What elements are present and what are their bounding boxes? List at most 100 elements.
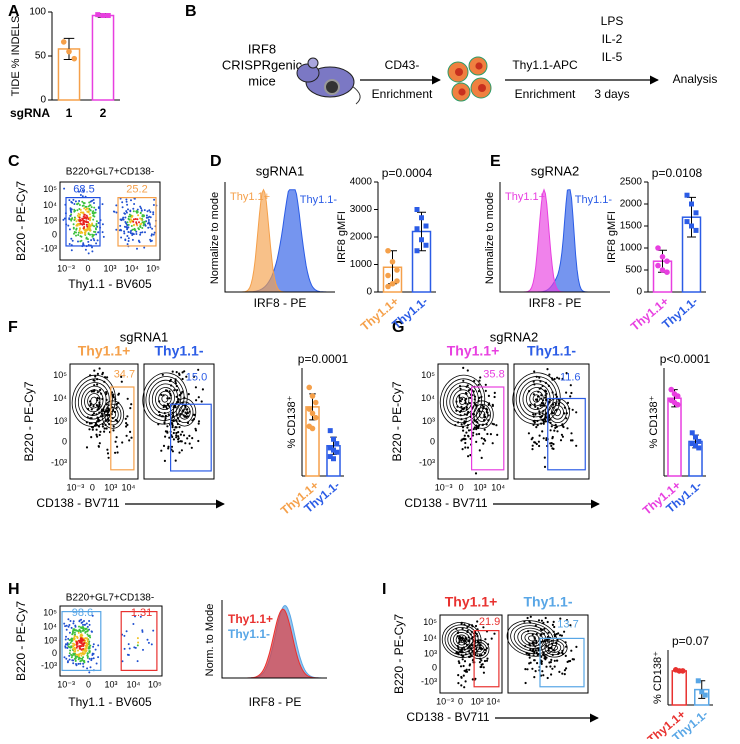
event-dots — [527, 368, 578, 468]
contour — [439, 374, 486, 427]
gate — [110, 386, 135, 471]
event-dots — [75, 637, 86, 651]
y-axis-label: % CD138⁺ — [652, 651, 664, 704]
contour — [178, 404, 191, 420]
data-point — [331, 447, 336, 453]
x-axis-label: sgRNA — [10, 106, 50, 120]
y-axis-label: B220 - PE-Cy7 — [14, 181, 28, 261]
x-tick-label: 10³ — [103, 263, 116, 273]
contour — [515, 376, 558, 421]
data-point — [664, 269, 670, 276]
panel-label: C — [8, 153, 20, 170]
contour — [458, 396, 467, 405]
contour — [181, 408, 188, 417]
data-point — [309, 393, 316, 399]
data-point — [309, 425, 316, 432]
contour — [77, 382, 110, 420]
y-axis-label: Norm. to Mode — [204, 604, 216, 677]
panel-label: A — [8, 3, 20, 20]
panel-title: sgRNA2 — [531, 163, 579, 178]
contour — [525, 387, 548, 410]
y-axis-label: Normalize to mode — [484, 192, 496, 284]
y-axis-label: IRF8 gMFI — [606, 211, 618, 263]
contour — [104, 403, 122, 426]
group-label: Thy1.1- — [523, 594, 572, 610]
data-point — [306, 384, 313, 391]
contour — [529, 390, 544, 407]
contour — [109, 410, 116, 419]
data-point — [655, 245, 661, 251]
contour — [455, 634, 468, 646]
contour — [142, 372, 188, 425]
contour — [449, 385, 476, 416]
y-tick-label: 10⁴ — [53, 393, 67, 403]
y-tick-label: 10⁴ — [43, 621, 57, 631]
gate — [117, 197, 157, 247]
event-dots — [78, 213, 140, 230]
group-label: Thy1.1+ — [447, 343, 500, 359]
gate-value: 1.31 — [131, 607, 152, 619]
mouse-marker — [324, 79, 340, 95]
event-dots — [67, 625, 139, 664]
x-tick-label: 10⁻³ — [436, 696, 454, 706]
mouse-label: IRF8 — [248, 41, 276, 56]
step-label: Thy1.1-APC — [512, 58, 578, 72]
p-value: p<0.0001 — [660, 352, 711, 366]
data-point — [95, 12, 101, 18]
y-tick-label: 2000 — [350, 232, 373, 243]
x-tick-label: 10⁵ — [146, 263, 160, 273]
contour — [81, 385, 107, 416]
step-label: Enrichment — [372, 87, 433, 101]
y-tick-label: 0 — [52, 229, 57, 239]
contour — [476, 646, 482, 653]
x-tick-label: 10⁻³ — [57, 263, 75, 273]
culture-label: IL-5 — [602, 50, 623, 64]
y-tick-label: 1000 — [620, 243, 643, 254]
contour — [468, 639, 490, 660]
gate-value: 98.6 — [72, 607, 93, 619]
cell-nucleus — [458, 88, 466, 96]
data-point — [689, 430, 695, 436]
gate-value: 25.2 — [126, 184, 147, 196]
x-axis-label: CD138 - BV711 — [404, 496, 487, 510]
data-point — [327, 454, 333, 460]
contour — [520, 630, 544, 647]
contour — [441, 621, 482, 658]
data-point — [702, 692, 708, 698]
data-point — [423, 223, 429, 229]
data-point — [327, 445, 333, 451]
data-point — [100, 13, 106, 19]
gate — [170, 403, 212, 472]
contour — [554, 408, 561, 417]
y-tick-label: 0 — [432, 662, 437, 672]
gate-value: 34.7 — [114, 368, 135, 380]
y-axis-label: % CD138⁺ — [286, 395, 298, 448]
y-tick-label: 10⁵ — [53, 370, 67, 380]
data-point — [334, 449, 340, 455]
data-point — [423, 242, 429, 248]
x-tick-label: 10⁴ — [125, 263, 139, 273]
gate — [61, 610, 102, 671]
data-point — [385, 247, 391, 254]
x-tick-label: 10⁴ — [126, 679, 140, 689]
x-axis-label: Thy1.1 - BV605 — [68, 277, 152, 291]
y-tick-label: 1000 — [350, 259, 373, 270]
y-axis-label: B220 - PE-Cy7 — [14, 601, 28, 681]
group-label: Thy1.1+ — [445, 594, 498, 610]
y-tick-label: 1500 — [620, 221, 643, 232]
legend-label: Thy1.1- — [575, 194, 613, 206]
contour — [84, 389, 104, 413]
data-point — [66, 48, 72, 55]
y-tick-label: 10⁴ — [421, 393, 435, 403]
x-tick-label: 10³ — [473, 482, 486, 492]
contour — [551, 404, 564, 420]
mouse-ear — [307, 57, 319, 69]
y-tick-label: 10³ — [424, 648, 437, 658]
data-point — [684, 219, 690, 225]
data-point — [689, 201, 694, 207]
data-point — [306, 406, 313, 412]
y-tick-label: 10⁴ — [43, 200, 57, 210]
legend-label: Thy1.1+ — [230, 191, 270, 203]
x-tick-label: 10⁴ — [491, 482, 505, 492]
data-point — [659, 253, 666, 260]
